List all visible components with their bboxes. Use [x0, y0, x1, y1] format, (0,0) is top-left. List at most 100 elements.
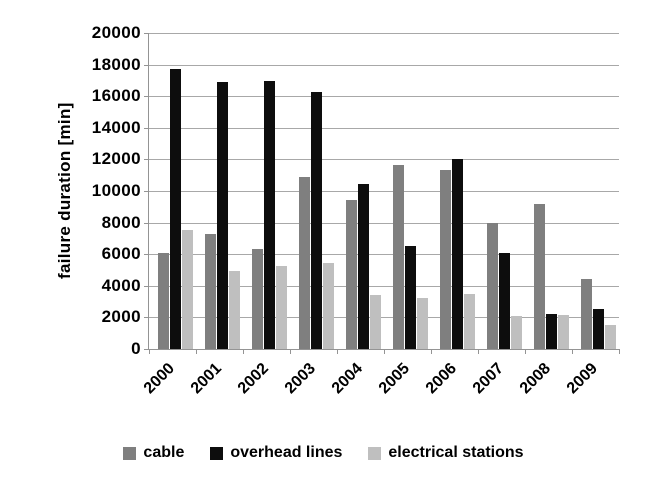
- y-tick-mark: [144, 128, 149, 129]
- gridline-10000: [149, 191, 619, 192]
- bar-overhead-lines-2000: [170, 69, 181, 349]
- bar-overhead-lines-2004: [358, 184, 369, 349]
- bar-electrical-stations-2005: [417, 298, 428, 349]
- bar-group-2006: [431, 33, 478, 349]
- bar-electrical-stations-2003: [323, 263, 334, 349]
- bar-electrical-stations-2001: [229, 271, 240, 349]
- bar-overhead-lines-2009: [593, 309, 604, 349]
- y-axis-tick-labels: 0 2000 4000 6000 8000 10000 12000 14000 16000 180…: [0, 23, 141, 358]
- y-tick-label-0: 0: [131, 339, 141, 358]
- x-axis-label-2009: 2009: [563, 360, 602, 398]
- y-tick-mark: [144, 191, 149, 192]
- y-tick-label-20000: 20000: [91, 23, 141, 42]
- x-tick-mark: [243, 349, 244, 354]
- y-tick-mark: [144, 65, 149, 66]
- gridline-8000: [149, 223, 619, 224]
- gridline-14000: [149, 128, 619, 129]
- bar-group-2004: [337, 33, 384, 349]
- x-axis-labels: 2000 2001 2002 2003 2004 2005 2006 2007 2008 2009: [141, 360, 618, 420]
- bar-group-2000: [149, 33, 196, 349]
- x-tick-mark: [196, 349, 197, 354]
- bar-group-2003: [290, 33, 337, 349]
- x-axis-label-2007: 2007: [469, 360, 508, 398]
- bar-overhead-lines-2005: [405, 246, 416, 349]
- y-tick-label-6000: 6000: [101, 244, 141, 263]
- bar-electrical-stations-2007: [511, 316, 522, 349]
- bar-overhead-lines-2001: [217, 82, 228, 349]
- bar-cable-2009: [581, 279, 592, 349]
- x-axis-label-2000: 2000: [140, 360, 179, 398]
- bar-cable-2004: [346, 200, 357, 349]
- x-axis-label-2004: 2004: [328, 360, 367, 398]
- y-tick-label-12000: 12000: [91, 149, 141, 168]
- plot-area: [144, 33, 620, 354]
- x-axis-label-2002: 2002: [234, 360, 273, 398]
- x-tick-mark: [384, 349, 385, 354]
- bar-overhead-lines-2002: [264, 81, 275, 349]
- bar-overhead-lines-2007: [499, 253, 510, 349]
- bar-cable-2001: [205, 234, 216, 349]
- x-tick-mark: [431, 349, 432, 354]
- x-tick-mark: [619, 349, 620, 354]
- bar-electrical-stations-2000: [182, 230, 193, 349]
- gridline-12000: [149, 159, 619, 160]
- bar-cable-2002: [252, 249, 263, 349]
- gridline-18000: [149, 65, 619, 66]
- legend-label: electrical stations: [388, 444, 524, 461]
- bar-electrical-stations-2004: [370, 295, 381, 349]
- y-tick-mark: [144, 286, 149, 287]
- bar-electrical-stations-2008: [558, 315, 569, 349]
- bar-overhead-lines-2008: [546, 314, 557, 349]
- x-tick-mark: [525, 349, 526, 354]
- bar-group-2008: [525, 33, 572, 349]
- legend-item-cable: cable: [123, 444, 184, 462]
- gridline-20000: [149, 33, 619, 34]
- y-tick-mark: [144, 317, 149, 318]
- y-tick-mark: [144, 223, 149, 224]
- x-axis-label-2008: 2008: [516, 360, 555, 398]
- gridline-2000: [149, 317, 619, 318]
- bar-electrical-stations-2006: [464, 294, 475, 349]
- y-tick-label-2000: 2000: [101, 307, 141, 326]
- bar-cable-2008: [534, 204, 545, 349]
- y-tick-mark: [144, 33, 149, 34]
- gridline-6000: [149, 254, 619, 255]
- bar-group-2002: [243, 33, 290, 349]
- legend-marker-icon: [123, 446, 137, 460]
- gridline-16000: [149, 96, 619, 97]
- bar-overhead-lines-2003: [311, 92, 322, 349]
- x-tick-mark: [149, 349, 150, 354]
- y-tick-label-8000: 8000: [101, 213, 141, 232]
- legend: cable overhead lines electrical stations: [0, 444, 647, 462]
- bar-cable-2005: [393, 165, 404, 349]
- bar-group-2005: [384, 33, 431, 349]
- x-axis-label-2001: 2001: [187, 360, 226, 398]
- x-tick-mark: [478, 349, 479, 354]
- bar-electrical-stations-2002: [276, 266, 287, 349]
- y-tick-mark: [144, 254, 149, 255]
- y-tick-label-10000: 10000: [91, 181, 141, 200]
- y-tick-label-16000: 16000: [91, 86, 141, 105]
- x-axis-label-2003: 2003: [281, 360, 320, 398]
- x-axis-label-2005: 2005: [375, 360, 414, 398]
- legend-label: cable: [143, 444, 185, 461]
- legend-item-electrical-stations: electrical stations: [368, 444, 524, 462]
- bar-electrical-stations-2009: [605, 325, 616, 349]
- y-tick-label-14000: 14000: [91, 118, 141, 137]
- bar-group-2001: [196, 33, 243, 349]
- y-tick-label-4000: 4000: [101, 276, 141, 295]
- x-tick-mark: [290, 349, 291, 354]
- y-tick-mark: [144, 96, 149, 97]
- legend-marker-icon: [368, 446, 382, 460]
- bar-group-2009: [572, 33, 619, 349]
- x-axis-label-2006: 2006: [422, 360, 461, 398]
- y-tick-mark: [144, 349, 149, 350]
- gridline-4000: [149, 286, 619, 287]
- y-tick-label-18000: 18000: [91, 55, 141, 74]
- bar-cable-2000: [158, 253, 169, 349]
- legend-item-overhead-lines: overhead lines: [210, 444, 342, 462]
- x-tick-mark: [572, 349, 573, 354]
- y-tick-mark: [144, 159, 149, 160]
- bar-cable-2003: [299, 177, 310, 349]
